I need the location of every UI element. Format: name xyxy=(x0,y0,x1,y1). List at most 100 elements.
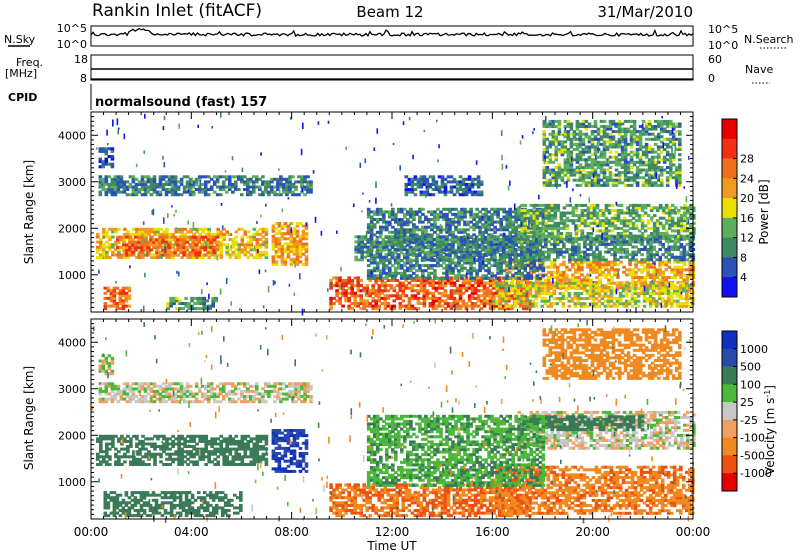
heatmap-cell xyxy=(409,210,413,214)
heatmap-cell xyxy=(338,284,342,288)
heatmap-cell xyxy=(203,188,208,191)
heatmap-cell xyxy=(633,286,638,290)
heatmap-cell xyxy=(168,238,172,241)
heatmap-cell xyxy=(277,239,282,243)
heatmap-cell xyxy=(127,289,132,293)
heatmap-cell xyxy=(531,281,536,285)
heatmap-cell xyxy=(282,190,286,194)
heatmap-cell xyxy=(606,297,611,301)
heatmap-cell xyxy=(301,229,306,233)
heatmap-cell xyxy=(98,165,103,169)
heatmap-cell xyxy=(467,185,472,189)
heatmap-cell xyxy=(164,182,169,186)
heatmap-cell xyxy=(434,296,439,300)
heatmap-cell xyxy=(270,185,274,189)
heatmap-cell xyxy=(561,284,566,288)
heatmap-cell xyxy=(574,278,578,282)
heatmap-cell xyxy=(192,256,196,259)
heatmap-cell xyxy=(640,278,644,282)
nave-label: Nave xyxy=(745,63,773,76)
heatmap-cell xyxy=(382,225,386,229)
heatmap-cell xyxy=(252,175,256,179)
heatmap-cell xyxy=(401,286,406,290)
heatmap-cell xyxy=(552,297,557,301)
heatmap-cell xyxy=(617,127,622,131)
heatmap-cell xyxy=(403,207,407,211)
heatmap-cell xyxy=(676,273,680,277)
heatmap-cell xyxy=(382,218,386,221)
heatmap-cell xyxy=(433,212,437,216)
heatmap-cell xyxy=(603,292,608,295)
heatmap-cell xyxy=(614,140,619,144)
heatmap-cell xyxy=(574,226,579,230)
heatmap-cell xyxy=(431,286,436,290)
heatmap-cell xyxy=(451,271,455,275)
heatmap-cell xyxy=(553,203,558,207)
heatmap-cell xyxy=(523,214,527,218)
heatmap-cell xyxy=(505,241,509,245)
heatmap-cell xyxy=(442,215,446,219)
heatmap-cell xyxy=(458,291,463,295)
heatmap-cell xyxy=(515,286,520,290)
heatmap-cell xyxy=(553,224,558,228)
heatmap-cell xyxy=(138,230,142,234)
heatmap-cell xyxy=(201,256,205,259)
heatmap-cell xyxy=(430,266,434,270)
heatmap-cell xyxy=(369,256,374,260)
heatmap-cell xyxy=(569,145,574,149)
heatmap-cell xyxy=(572,168,577,172)
heatmap-cell xyxy=(629,183,634,187)
heatmap-cell xyxy=(199,296,203,300)
heatmap-cell xyxy=(596,155,601,159)
heatmap-cell xyxy=(545,150,550,154)
heatmap-cell xyxy=(493,238,497,242)
heatmap-cell xyxy=(458,296,463,300)
heatmap-cell xyxy=(457,218,461,221)
heatmap-cell xyxy=(574,276,578,279)
heatmap-cell xyxy=(544,226,549,230)
heatmap-cell xyxy=(452,177,457,181)
heatmap-cell xyxy=(103,302,108,305)
heatmap-cell xyxy=(557,130,562,134)
heatmap-cell xyxy=(582,286,587,290)
heatmap-cell xyxy=(628,263,632,267)
heatmap-cell xyxy=(625,209,630,212)
heatmap-cell xyxy=(264,240,269,244)
heatmap-cell xyxy=(409,266,413,270)
heatmap-cell xyxy=(625,224,630,228)
heatmap-cell xyxy=(602,125,607,128)
heatmap-cell xyxy=(623,137,628,141)
heatmap-cell xyxy=(526,216,530,220)
heatmap-cell xyxy=(212,246,216,249)
heatmap-cell xyxy=(509,294,514,298)
heatmap-cell xyxy=(601,234,606,238)
heatmap-cell xyxy=(643,276,647,279)
heatmap-cell xyxy=(433,225,437,229)
heatmap-cell xyxy=(212,180,217,184)
heatmap-cell xyxy=(416,291,421,295)
heatmap-cell xyxy=(460,264,464,268)
heatmap-cell xyxy=(610,209,615,212)
heatmap-cell xyxy=(591,297,596,301)
heatmap-cell xyxy=(559,211,564,215)
heatmap-cell xyxy=(366,225,371,229)
heatmap-cell xyxy=(532,226,537,230)
heatmap-cell xyxy=(542,183,547,187)
heatmap-cell xyxy=(398,296,403,300)
heatmap-cell xyxy=(161,240,165,244)
heatmap-cell xyxy=(578,166,583,169)
heatmap-cell xyxy=(626,160,631,164)
heatmap-cell xyxy=(578,137,583,141)
heatmap-cell xyxy=(430,212,434,216)
heatmap-cell xyxy=(168,235,172,239)
heatmap-cell xyxy=(581,178,586,182)
heatmap-cell xyxy=(448,230,452,234)
heatmap-cell xyxy=(406,276,410,280)
heatmap-cell xyxy=(389,304,394,308)
heatmap-cell xyxy=(155,240,159,244)
heatmap-cell xyxy=(606,302,611,306)
heatmap-cell xyxy=(207,227,211,231)
heatmap-cell xyxy=(580,211,585,215)
heatmap-cell xyxy=(605,181,610,185)
heatmap-cell xyxy=(283,242,288,246)
